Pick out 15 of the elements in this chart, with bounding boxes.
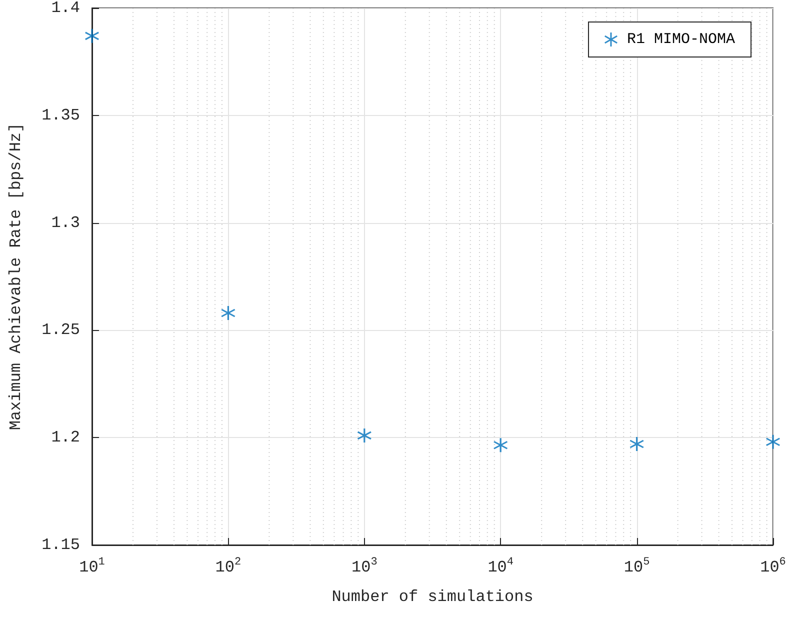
point <box>630 437 644 452</box>
point <box>221 306 236 320</box>
y-tick-label: 1.15 <box>42 536 80 554</box>
y-tick-label: 1.3 <box>51 214 80 232</box>
x-axis-title: Number of simulations <box>332 588 534 606</box>
y-tick-label: 1.2 <box>51 428 80 447</box>
legend-label: R1 MIMO-NOMA <box>626 31 736 48</box>
point <box>85 28 99 43</box>
point <box>766 434 780 449</box>
y-tick-label: 1.25 <box>42 321 80 340</box>
y-tick-label: 1.4 <box>51 0 80 17</box>
y-axis-title: Maximum Achievable Rate [bps/Hz] <box>7 122 25 430</box>
y-tick-label: 1.35 <box>42 106 80 124</box>
point <box>494 438 508 452</box>
point <box>357 428 372 442</box>
